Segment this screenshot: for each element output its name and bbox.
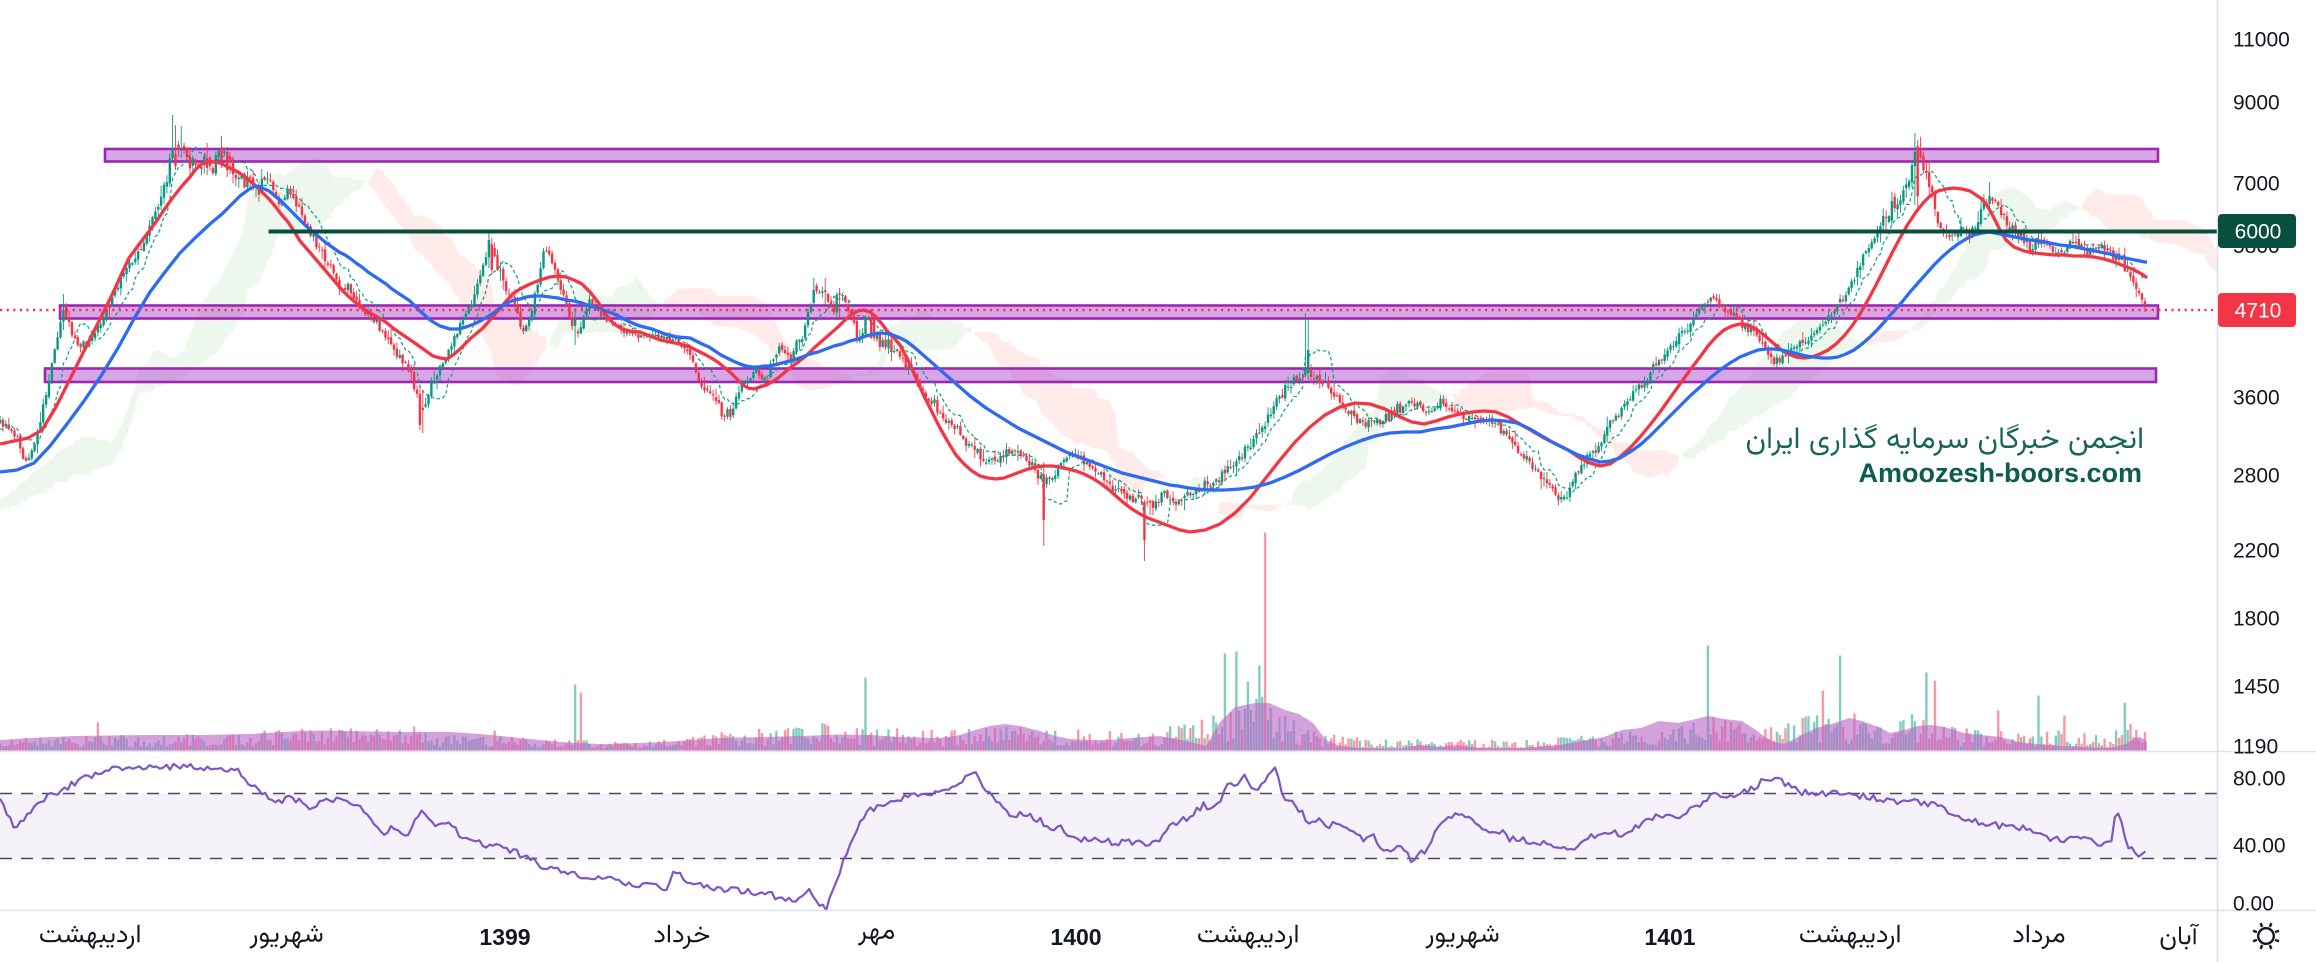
svg-text:6000: 6000: [2235, 221, 2282, 244]
svg-text:1400: 1400: [1050, 924, 1101, 950]
svg-text:1401: 1401: [1644, 924, 1695, 950]
svg-text:9000: 9000: [2233, 92, 2280, 115]
svg-text:1190: 1190: [2233, 736, 2278, 759]
svg-text:1800: 1800: [2233, 608, 2280, 631]
svg-text:80.00: 80.00: [2233, 768, 2286, 791]
svg-text:2200: 2200: [2233, 540, 2280, 563]
svg-text:Amoozesh-boors.com: Amoozesh-boors.com: [1858, 458, 2142, 488]
svg-text:1450: 1450: [2233, 676, 2280, 699]
svg-text:1399: 1399: [479, 924, 530, 950]
svg-text:4710: 4710: [2235, 300, 2282, 323]
svg-text:11000: 11000: [2233, 29, 2290, 52]
svg-text:0.00: 0.00: [2233, 893, 2274, 916]
svg-text:7000: 7000: [2233, 173, 2280, 196]
svg-text:2800: 2800: [2233, 465, 2280, 488]
svg-text:40.00: 40.00: [2233, 835, 2286, 858]
svg-text:3600: 3600: [2233, 387, 2280, 410]
